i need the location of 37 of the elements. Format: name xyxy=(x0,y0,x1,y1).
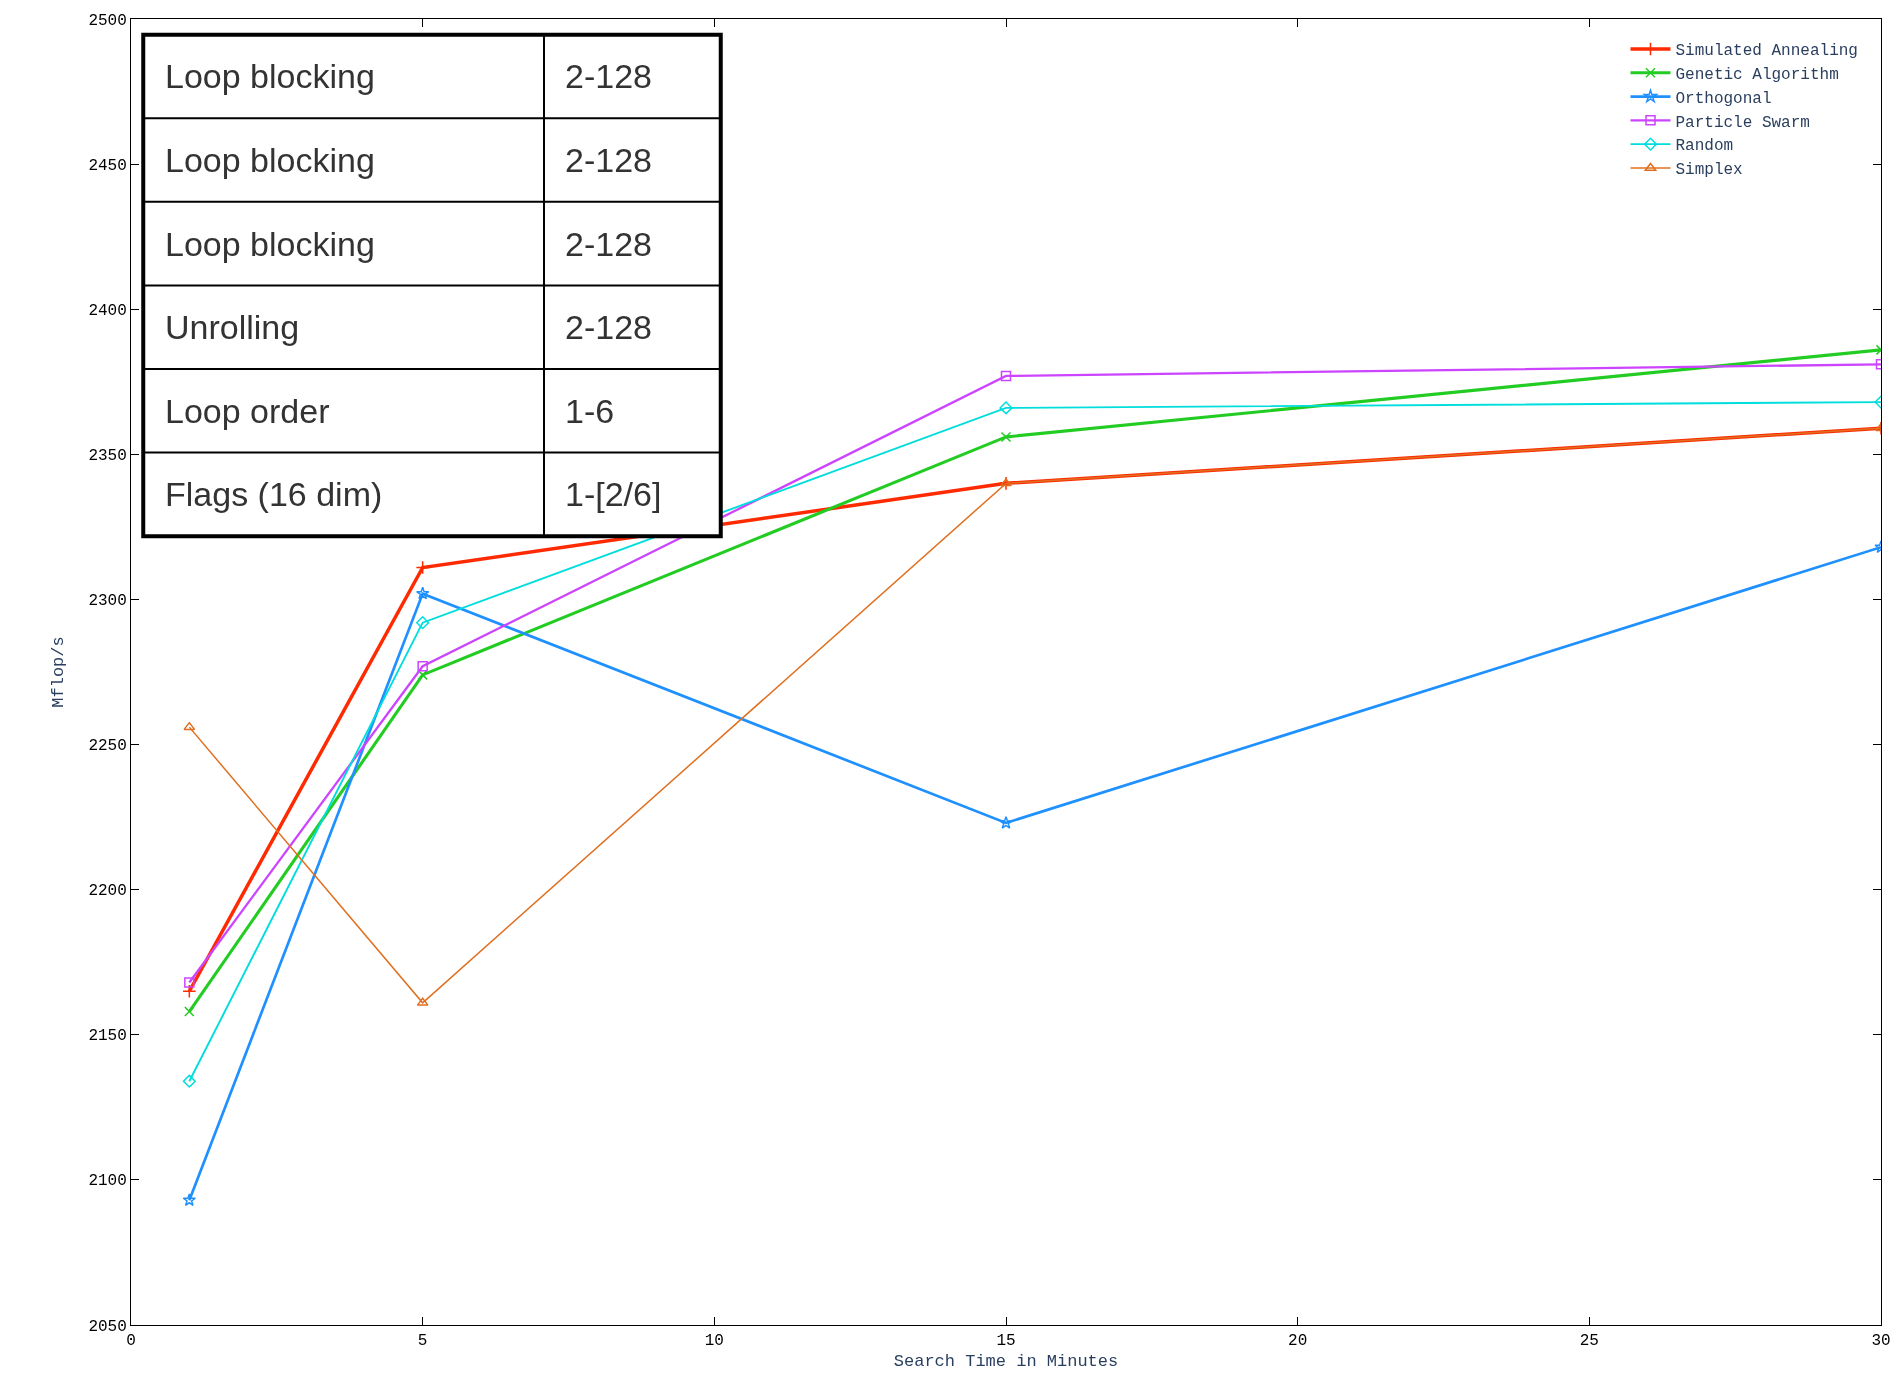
legend-label: Particle Swarm xyxy=(1675,113,1810,132)
annotation: 2-128 xyxy=(565,308,652,346)
annotation: Loop blocking xyxy=(165,57,375,95)
legend-label: Genetic Algorithm xyxy=(1675,66,1839,84)
y-tick-label: 2400 xyxy=(88,301,127,320)
y-tick-label: 2300 xyxy=(88,592,127,611)
x-tick-label: 10 xyxy=(704,1332,724,1351)
y-tick-label: 2150 xyxy=(88,1027,127,1046)
annotation: 2-128 xyxy=(565,225,652,263)
annotation: Loop order xyxy=(165,392,330,430)
annotation: 2-128 xyxy=(565,57,652,95)
annotation: Loop blocking xyxy=(165,225,375,263)
y-axis-title: Mflop/s xyxy=(48,636,68,708)
x-tick-label: 25 xyxy=(1579,1332,1599,1351)
x-tick-label: 15 xyxy=(996,1332,1016,1351)
y-tick-label: 2200 xyxy=(88,882,127,901)
legend-label: Random xyxy=(1675,137,1734,156)
annotation: 1-[2/6] xyxy=(565,475,662,513)
x-tick-label: 30 xyxy=(1871,1332,1891,1351)
x-tick-label: 5 xyxy=(417,1332,428,1351)
y-tick-label: 2350 xyxy=(88,446,127,465)
y-tick-label: 2100 xyxy=(88,1172,127,1191)
annotation: 1-6 xyxy=(565,392,615,430)
y-tick-label: 2450 xyxy=(88,156,127,175)
x-tick-label: 20 xyxy=(1288,1332,1308,1351)
y-tick-label: 2050 xyxy=(88,1317,127,1336)
annotation: 2-128 xyxy=(565,141,652,179)
y-tick-label: 2250 xyxy=(88,737,127,756)
annotation: Flags (16 dim) xyxy=(165,475,383,513)
legend-label: Orthogonal xyxy=(1675,89,1772,108)
y-tick-label: 2500 xyxy=(88,11,127,30)
annotation: Unrolling xyxy=(165,308,300,346)
legend-label: Simulated Annealing xyxy=(1675,42,1858,61)
x-axis-title: Search Time in Minutes xyxy=(893,1351,1119,1371)
legend-label: Simplex xyxy=(1675,161,1743,180)
x-tick-label: 0 xyxy=(126,1332,136,1351)
annotation: Loop blocking xyxy=(165,141,375,179)
